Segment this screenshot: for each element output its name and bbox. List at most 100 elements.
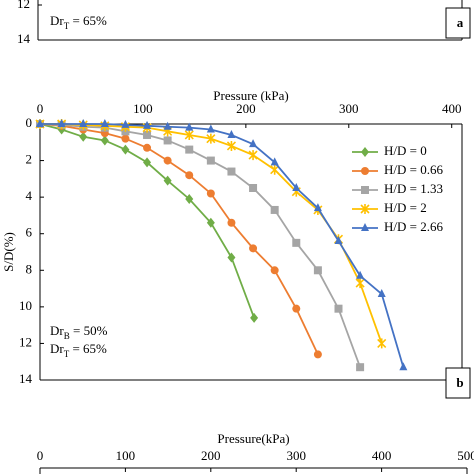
marker xyxy=(206,133,216,144)
annotation-part: T xyxy=(64,21,70,31)
series-line xyxy=(39,123,361,368)
marker xyxy=(313,266,322,275)
x-tick-label: 300 xyxy=(339,101,359,116)
marker xyxy=(249,139,258,148)
marker xyxy=(143,143,152,152)
panel-label: a xyxy=(457,15,464,30)
y-tick-label: 2 xyxy=(26,152,33,167)
x-axis-title: Pressure (kPa) xyxy=(213,88,288,103)
marker xyxy=(143,120,152,129)
annotation: DrB = 50% xyxy=(50,323,108,341)
y-tick-label: 8 xyxy=(26,261,33,276)
annotation: DrT = 65% xyxy=(50,13,107,31)
x-tick-label: 400 xyxy=(372,448,392,463)
series-line xyxy=(39,123,319,355)
annotation: DrT = 65% xyxy=(50,341,107,359)
marker xyxy=(79,131,88,142)
x-tick-label: 0 xyxy=(37,448,44,463)
marker xyxy=(79,119,88,127)
marker xyxy=(355,278,365,289)
marker xyxy=(36,119,44,127)
marker xyxy=(206,217,215,228)
marker xyxy=(163,156,172,165)
marker xyxy=(361,186,369,194)
legend-label: H/D = 0 xyxy=(384,143,427,158)
marker xyxy=(249,244,258,253)
panel-label-box xyxy=(445,7,471,39)
series-line xyxy=(40,123,405,368)
annotation-part: Dr xyxy=(50,13,64,28)
x-tick-label: 100 xyxy=(133,101,153,116)
legend-label: H/D = 0.66 xyxy=(384,162,443,177)
marker xyxy=(377,338,387,349)
marker xyxy=(292,238,301,247)
marker xyxy=(249,184,258,192)
annotation-part: = 65% xyxy=(69,341,107,356)
marker xyxy=(361,223,369,231)
marker xyxy=(185,122,194,131)
marker xyxy=(270,266,279,275)
marker xyxy=(227,218,236,227)
marker xyxy=(248,150,258,161)
marker xyxy=(185,193,194,204)
x-tick-label: 200 xyxy=(201,448,221,463)
annotation-part: Dr xyxy=(50,323,64,338)
x-tick-label: 400 xyxy=(442,101,462,116)
y-tick-label: 12 xyxy=(19,334,32,349)
marker xyxy=(270,205,279,214)
x-tick-label: 300 xyxy=(286,448,306,463)
annotation-part: Dr xyxy=(50,341,64,356)
marker xyxy=(361,167,369,175)
marker xyxy=(163,136,172,145)
x-tick-label: 500 xyxy=(457,448,474,463)
y-tick-label: 6 xyxy=(26,225,33,240)
y-axis-title: S/D(%) xyxy=(1,232,16,272)
marker xyxy=(361,147,369,157)
y-tick-label: 14 xyxy=(19,371,33,386)
marker xyxy=(360,204,370,214)
marker xyxy=(226,140,237,151)
marker xyxy=(121,119,130,128)
marker xyxy=(313,203,322,212)
panel-label-box xyxy=(445,367,471,399)
marker xyxy=(163,175,172,186)
marker xyxy=(250,312,259,323)
marker xyxy=(399,362,408,371)
annotation-part: = 65% xyxy=(69,13,107,28)
marker xyxy=(185,171,194,180)
marker xyxy=(270,157,279,166)
marker xyxy=(185,145,194,154)
marker xyxy=(334,304,343,313)
annotation-part: = 50% xyxy=(70,323,108,338)
y-tick-label: 4 xyxy=(26,188,33,203)
marker xyxy=(163,121,172,130)
marker xyxy=(227,167,236,176)
marker xyxy=(377,289,386,298)
panel-label: b xyxy=(456,375,463,390)
x-tick-label: 0 xyxy=(37,101,44,116)
marker xyxy=(292,183,301,191)
marker xyxy=(100,135,109,146)
y-tick-label: 10 xyxy=(19,298,32,313)
x-tick-label: 200 xyxy=(236,101,256,116)
marker xyxy=(143,157,152,168)
x-axis-title: Pressure(kPa) xyxy=(217,431,289,446)
marker xyxy=(356,363,365,372)
marker xyxy=(334,236,343,245)
y-tick-label: 12 xyxy=(17,0,30,11)
marker xyxy=(206,189,215,198)
y-tick-label: 0 xyxy=(26,115,33,130)
marker xyxy=(227,129,236,138)
legend-label: H/D = 2 xyxy=(384,200,427,215)
annotation-part: B xyxy=(64,331,70,341)
legend-label: H/D = 2.66 xyxy=(384,219,443,234)
marker xyxy=(121,134,130,143)
marker xyxy=(270,164,280,175)
marker xyxy=(184,129,194,140)
marker xyxy=(356,270,365,279)
marker xyxy=(313,350,322,359)
x-tick-label: 100 xyxy=(116,448,136,463)
y-tick-label: 14 xyxy=(17,31,31,46)
marker xyxy=(227,252,236,263)
